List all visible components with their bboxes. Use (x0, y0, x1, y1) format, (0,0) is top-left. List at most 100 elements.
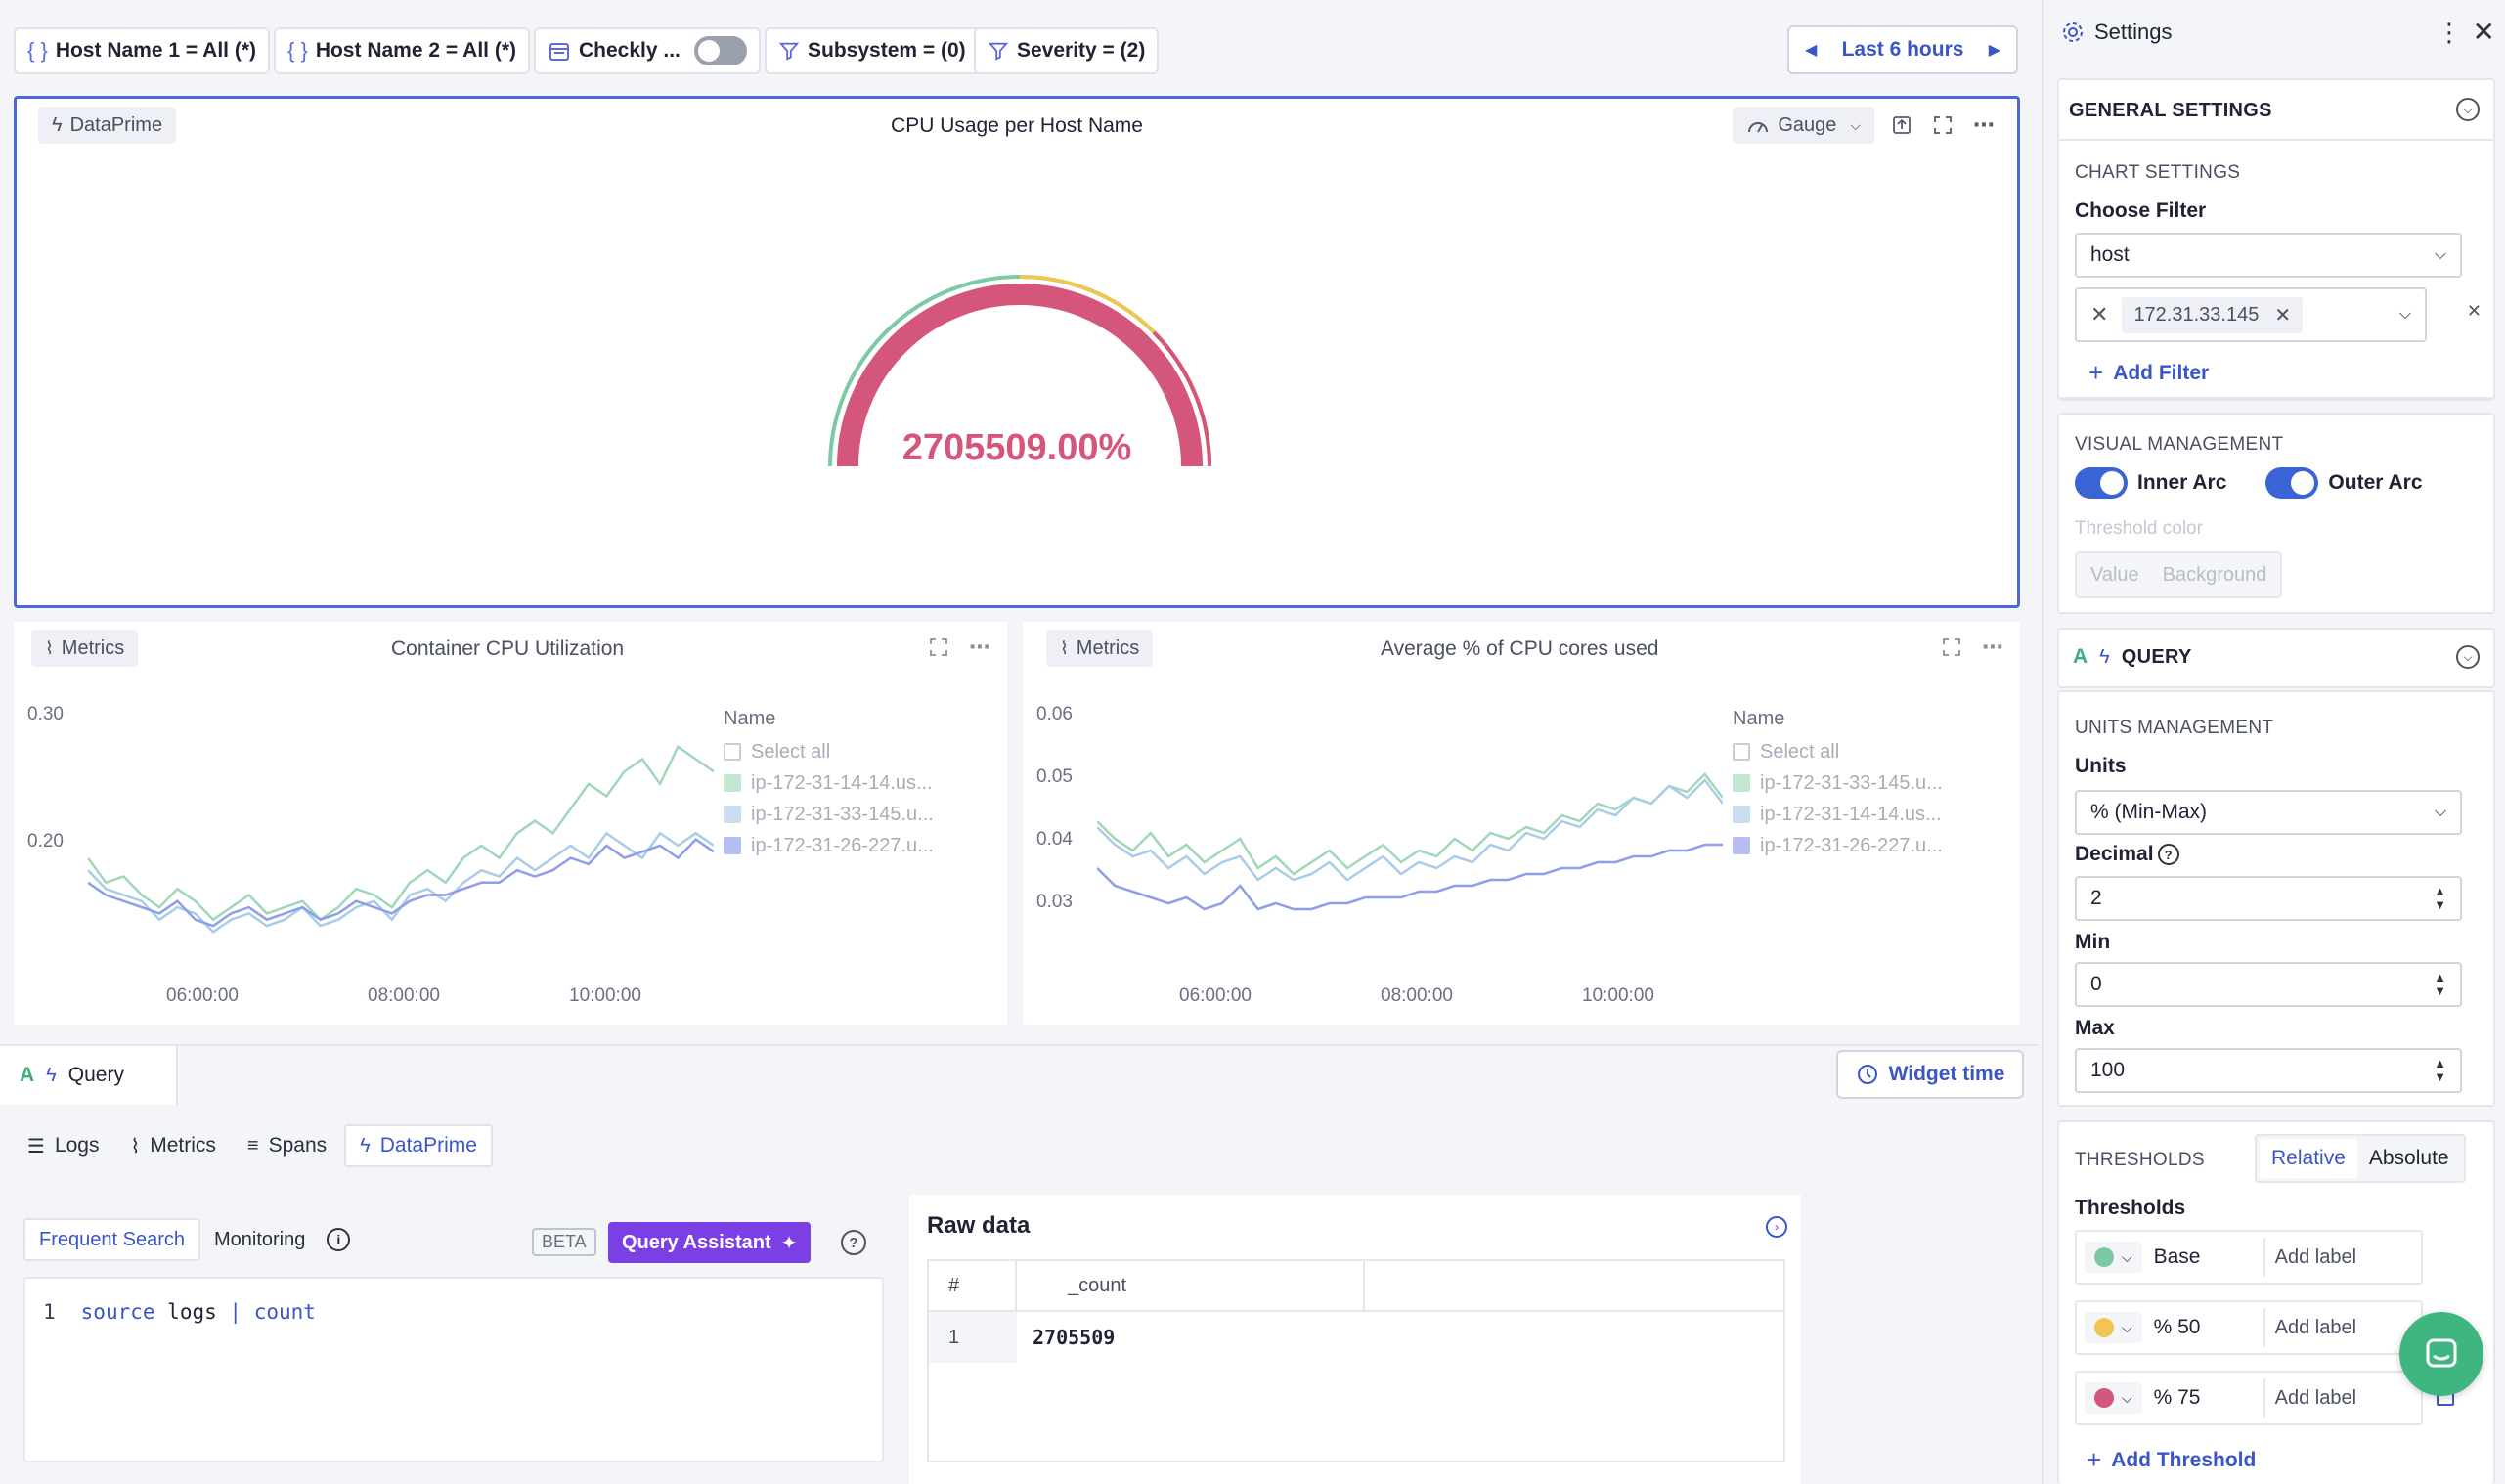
legend-item[interactable]: ip-172-31-26-227.u... (1733, 830, 1943, 861)
legend-item[interactable]: ip-172-31-33-145.u... (724, 799, 934, 830)
more-options-icon[interactable]: ⋯ (1973, 112, 1995, 137)
clear-icon[interactable]: ✕ (2090, 302, 2109, 327)
value-option[interactable]: Value (2090, 563, 2139, 586)
chevron-down-icon: ⌵ (2122, 1248, 2132, 1265)
fullscreen-icon[interactable] (925, 633, 952, 661)
settings-panel: Settings ⋮ ✕ GENERAL SETTINGS ⌵ CHART SE… (2042, 0, 2505, 1484)
severity-filter[interactable]: Severity = (2) (974, 27, 1160, 74)
stepper-icon[interactable]: ▲ ▼ (2434, 970, 2446, 998)
widget-time-button[interactable]: Widget time (1836, 1050, 2024, 1099)
filter-values-select[interactable]: ✕ 172.31.33.145 ✕ ⌵ (2075, 287, 2427, 342)
subsystem-label: Subsystem = (0) (808, 39, 966, 62)
tab-monitoring[interactable]: Monitoring (213, 1228, 306, 1250)
units-value: % (Min-Max) (2090, 801, 2207, 823)
host-name-2-filter[interactable]: { } Host Name 2 = All (*) (274, 27, 531, 74)
chevron-down-icon: ⌵ (2398, 306, 2411, 323)
tab-logs[interactable]: ☰ Logs (27, 1134, 100, 1157)
caret-right-icon[interactable]: ▶ (1988, 42, 2000, 59)
container-cpu-widget[interactable]: ⌇ Metrics Container CPU Utilization ⋯ 0.… (14, 622, 1007, 1025)
absolute-option[interactable]: Absolute (2368, 1147, 2449, 1169)
close-icon[interactable]: ✕ (2472, 17, 2495, 47)
color-swatch (2094, 1247, 2114, 1267)
time-range-picker[interactable]: ◀ Last 6 hours ▶ (1787, 25, 2018, 74)
help-icon[interactable]: ? (2157, 844, 2179, 865)
export-icon[interactable] (1888, 111, 1915, 139)
subsection-title: VISUAL MANAGEMENT (2075, 434, 2284, 455)
tab-spans[interactable]: ≡ Spans (246, 1134, 328, 1157)
threshold-mode-toggle[interactable]: Relative Absolute (2255, 1134, 2466, 1183)
max-input[interactable]: 100 ▲ ▼ (2075, 1048, 2462, 1093)
threshold-color-picker[interactable]: ⌵ (2085, 1382, 2142, 1414)
legend-item[interactable]: ip-172-31-14-14.us... (1733, 799, 1943, 830)
y-tick: 0.03 (1036, 892, 1073, 912)
query-section-header[interactable]: A ϟ QUERY ⌵ (2057, 628, 2495, 688)
section-title: GENERAL SETTINGS (2069, 100, 2272, 121)
add-label-input[interactable]: Add label (2263, 1308, 2381, 1347)
threshold-color-picker[interactable]: ⌵ (2085, 1242, 2142, 1273)
stepper-icon[interactable]: ▲ ▼ (2434, 884, 2446, 912)
avg-cpu-cores-widget[interactable]: ⌇ Metrics Average % of CPU cores used ⋯ … (1023, 622, 2020, 1025)
host-name-1-filter[interactable]: { } Host Name 1 = All (*) (14, 27, 271, 74)
table-row[interactable]: 1 2705509 (929, 1312, 1783, 1363)
calendar-icon (549, 43, 569, 61)
legend-item[interactable]: ip-172-31-33-145.u... (1733, 767, 1943, 799)
stepper-icon[interactable]: ▲ ▼ (2434, 1056, 2446, 1084)
outer-arc-toggle[interactable] (2265, 467, 2319, 499)
remove-filter-icon[interactable]: ✕ (2466, 301, 2482, 321)
subsystem-filter[interactable]: Subsystem = (0) (765, 27, 980, 74)
kebab-menu-icon[interactable]: ⋮ (2437, 18, 2462, 47)
background-option[interactable]: Background (2162, 563, 2267, 586)
collapse-icon[interactable]: › (1766, 1216, 1787, 1238)
add-threshold-button[interactable]: + Add Threshold (2087, 1445, 2256, 1475)
thresholds-section: THRESHOLDS Relative Absolute Thresholds … (2057, 1120, 2495, 1484)
chart-type-select[interactable]: Gauge ⌵ (1733, 107, 1874, 144)
threshold-row: ⌵ Base Add label (2075, 1230, 2423, 1285)
legend-item[interactable]: ip-172-31-26-227.u... (724, 830, 934, 861)
tab-frequent-search[interactable]: Frequent Search (23, 1218, 200, 1261)
query-editor[interactable]: 1 source logs | count (23, 1277, 884, 1462)
more-options-icon[interactable]: ⋯ (1982, 634, 2003, 659)
units-select[interactable]: % (Min-Max) ⌵ (2075, 790, 2462, 835)
threshold-row: ⌵ % 75 Add label (2075, 1371, 2423, 1425)
fullscreen-icon[interactable] (1938, 633, 1965, 661)
more-options-icon[interactable]: ⋯ (969, 634, 990, 659)
count-value: 2705509 (1033, 1326, 1116, 1349)
info-icon[interactable]: i (327, 1228, 351, 1251)
add-threshold-label: Add Threshold (2111, 1448, 2257, 1471)
max-value: 100 (2090, 1059, 2126, 1081)
chevron-down-icon: ⌵ (2122, 1319, 2132, 1335)
pulse-icon: ⌇ (45, 637, 54, 658)
caret-left-icon[interactable]: ◀ (1805, 42, 1818, 59)
chart-settings-section: CHART SETTINGS Choose Filter host ⌵ ✕ 17… (2057, 139, 2495, 399)
tab-metrics[interactable]: ⌇ Metrics (130, 1134, 216, 1157)
query-tab[interactable]: A ϟ Query (0, 1046, 178, 1105)
threshold-color-toggle[interactable]: Value Background (2075, 551, 2283, 598)
min-input[interactable]: 0 ▲ ▼ (2075, 962, 2462, 1007)
legend-item[interactable]: ip-172-31-14-14.us... (724, 767, 934, 799)
legend-select-all[interactable]: Select all (1733, 736, 1943, 767)
query-assistant-button[interactable]: Query Assistant ✦ (608, 1222, 812, 1263)
collapse-icon[interactable]: ⌵ (2456, 645, 2480, 669)
column-header: # (929, 1261, 1017, 1310)
gauge-widget[interactable]: ϟ DataPrime CPU Usage per Host Name Gaug… (14, 96, 2020, 608)
column-header[interactable]: _count (1017, 1261, 1365, 1310)
relative-option[interactable]: Relative (2260, 1139, 2357, 1178)
help-icon[interactable]: ? (841, 1230, 866, 1255)
legend-select-all[interactable]: Select all (724, 736, 934, 767)
collapse-icon[interactable]: ⌵ (2456, 98, 2480, 121)
decimal-input[interactable]: 2 ▲ ▼ (2075, 876, 2462, 921)
inner-arc-toggle[interactable] (2075, 467, 2128, 499)
tab-dataprime[interactable]: ϟ DataPrime (344, 1124, 493, 1167)
threshold-color-picker[interactable]: ⌵ (2085, 1312, 2142, 1343)
pulse-icon: ⌇ (130, 1135, 141, 1157)
fullscreen-icon[interactable] (1929, 111, 1956, 139)
legend: Name Select all ip-172-31-14-14.us... ip… (724, 708, 934, 861)
checkly-toggle[interactable] (693, 36, 747, 65)
add-filter-button[interactable]: + Add Filter (2088, 358, 2209, 388)
checkly-filter[interactable]: Checkly ... (534, 27, 761, 74)
filter-select[interactable]: host ⌵ (2075, 233, 2462, 278)
add-label-input[interactable]: Add label (2263, 1238, 2381, 1277)
chat-support-button[interactable] (2399, 1312, 2483, 1396)
add-label-input[interactable]: Add label (2263, 1378, 2381, 1418)
remove-tag-icon[interactable]: ✕ (2274, 304, 2292, 327)
